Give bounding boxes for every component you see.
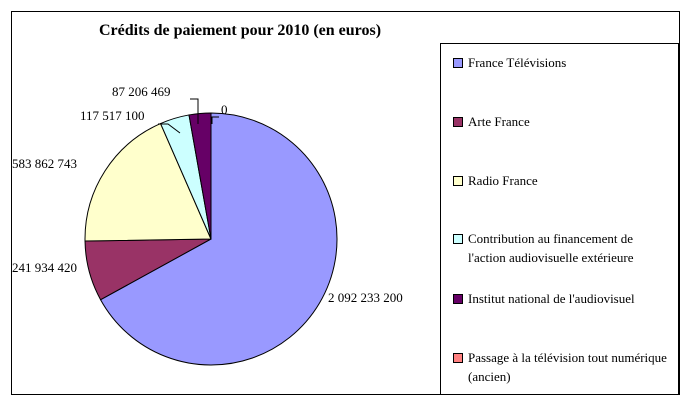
data-label-1: 2 092 233 200: [328, 290, 403, 305]
legend-label-2: Arte France: [468, 114, 530, 129]
data-label-2: 241 934 420: [12, 260, 77, 275]
legend-swatch-6: [453, 353, 463, 363]
chart-title: Crédits de paiement pour 2010 (en euros): [98, 22, 382, 39]
data-label-3: 583 862 743: [12, 156, 77, 171]
leader-line-6: [211, 116, 219, 124]
legend-swatch-3: [453, 176, 463, 186]
chart-legend: France Télévisions Arte France Radio Franc…: [440, 43, 679, 395]
data-label-6: 0: [221, 102, 228, 117]
legend-label-6: Passage à la télévision tout numérique (…: [468, 350, 667, 384]
legend-swatch-4: [453, 234, 463, 244]
pie-slice-5: [188, 112, 212, 240]
legend-label-1: France Télévisions: [468, 55, 567, 70]
data-label-4: 117 517 100: [80, 108, 145, 123]
legend-swatch-5: [453, 294, 463, 304]
legend-swatch-2: [453, 117, 463, 127]
legend-swatch-1: [453, 58, 463, 68]
data-label-5: 87 206 469: [112, 84, 171, 99]
leader-line-5: [190, 98, 199, 124]
chart-frame: [11, 11, 680, 395]
pie-slice-3: [84, 122, 212, 242]
legend-label-4: Contribution au financement de l'action …: [468, 231, 634, 265]
pie-slice-1: [99, 112, 338, 366]
legend-label-3: Radio France: [468, 173, 538, 188]
leader-line-4: [158, 123, 181, 134]
legend-label-5: Institut national de l'audiovisuel: [468, 291, 635, 306]
